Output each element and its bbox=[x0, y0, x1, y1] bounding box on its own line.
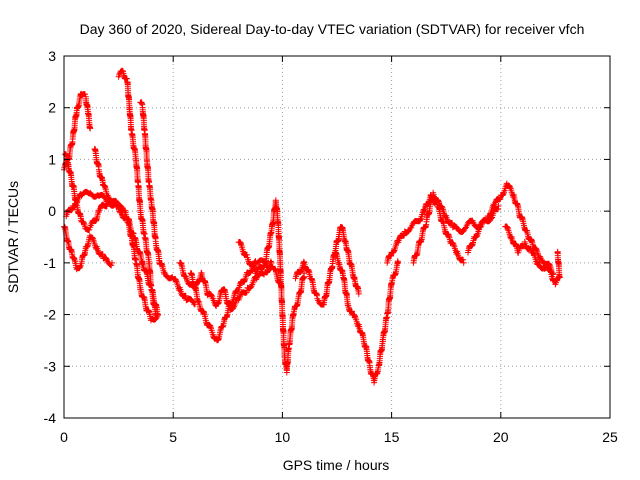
y-axis-label: SDTVAR / TECUs bbox=[5, 181, 21, 293]
series-10 bbox=[235, 197, 308, 376]
series-8 bbox=[176, 258, 275, 313]
x-tick-label: 0 bbox=[60, 429, 68, 445]
series-6 bbox=[115, 67, 159, 319]
y-tick-label: 2 bbox=[48, 100, 56, 116]
data-points bbox=[61, 67, 563, 386]
series-markers bbox=[235, 197, 308, 376]
y-tick-label: 3 bbox=[48, 48, 56, 64]
series-15 bbox=[465, 180, 557, 278]
x-tick-label: 5 bbox=[169, 429, 177, 445]
y-tick-label: -4 bbox=[44, 410, 57, 426]
y-tick-label: -2 bbox=[44, 307, 57, 323]
plot-frame bbox=[63, 55, 611, 419]
chart-title: Day 360 of 2020, Sidereal Day-to-day VTE… bbox=[80, 21, 585, 37]
series-markers bbox=[465, 180, 557, 278]
series-markers bbox=[91, 146, 161, 324]
x-tick-label: 25 bbox=[602, 429, 618, 445]
series-9 bbox=[187, 257, 284, 344]
y-tick-label: 0 bbox=[48, 203, 56, 219]
x-tick-label: 20 bbox=[493, 429, 509, 445]
series-5 bbox=[91, 146, 161, 324]
series-16 bbox=[502, 223, 563, 288]
series-markers bbox=[137, 99, 198, 308]
y-tick-label: -3 bbox=[44, 358, 57, 374]
series-7 bbox=[137, 99, 198, 308]
series-markers bbox=[115, 67, 159, 319]
series-12 bbox=[331, 249, 402, 386]
series-13 bbox=[384, 191, 467, 266]
x-tick-label: 15 bbox=[384, 429, 400, 445]
series-markers bbox=[292, 224, 362, 308]
series-markers bbox=[331, 249, 402, 386]
series-markers bbox=[502, 223, 563, 288]
series-markers bbox=[187, 257, 284, 344]
y-tick-label: -1 bbox=[44, 255, 57, 271]
x-axis-label: GPS time / hours bbox=[283, 457, 390, 473]
axis-ticks: 0 5 10 15 20 25 -4 -3 -2 -1 0 1 2 3 bbox=[44, 48, 618, 445]
y-tick-label: 1 bbox=[48, 151, 56, 167]
series-markers bbox=[384, 191, 467, 266]
series-11 bbox=[292, 224, 362, 308]
x-tick-label: 10 bbox=[275, 429, 291, 445]
series-markers bbox=[176, 258, 275, 313]
